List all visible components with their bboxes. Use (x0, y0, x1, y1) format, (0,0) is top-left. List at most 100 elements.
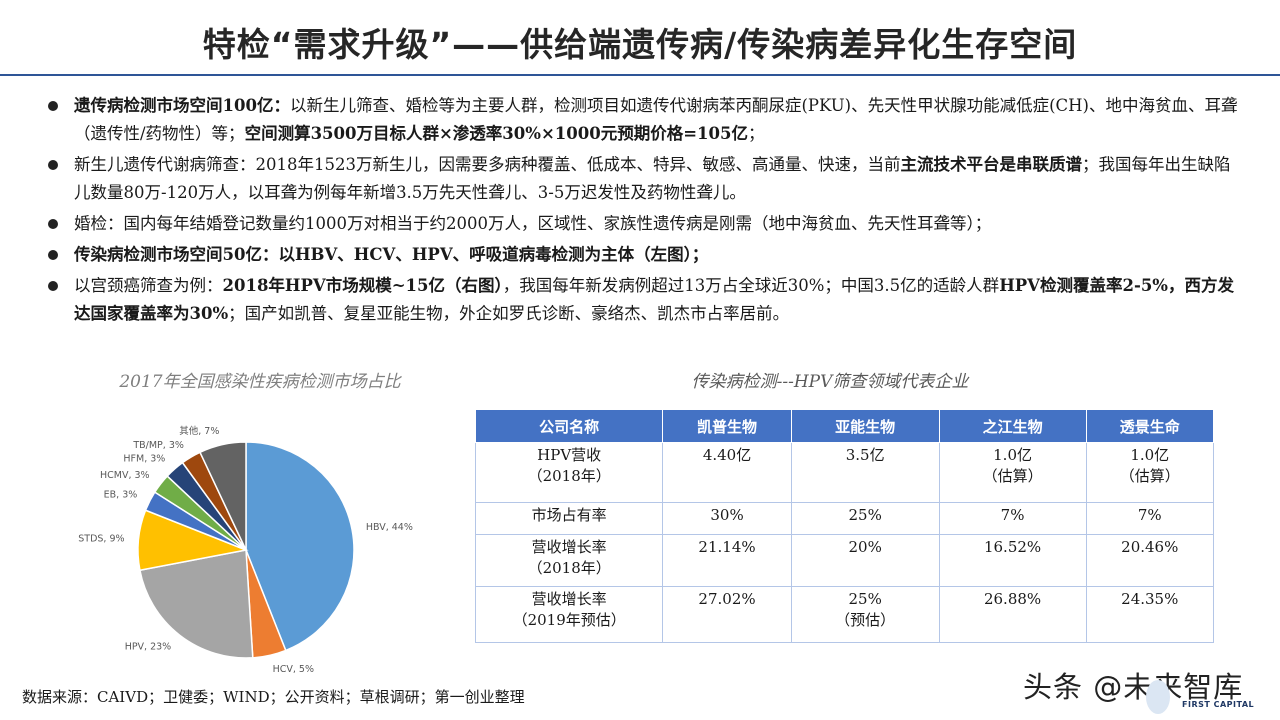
bullet-text: ；我国每年出生缺陷儿数量80万-120万人，以耳聋为例每年新增3.5万先天性聋儿… (74, 155, 1231, 202)
pie-label: HPV, 23% (125, 641, 172, 652)
pie-label: 其他, 7% (179, 425, 219, 437)
bullet-item: 以宫颈癌筛查为例：2018年HPV市场规模~15亿（右图），我国每年新发病例超过… (44, 272, 1240, 328)
bullet-text: 2018年HPV市场规模~15亿（右图） (222, 276, 503, 295)
pie-label: HCV, 5% (273, 664, 314, 675)
table-row: HPV营收 （2018年） 4.40亿 3.5亿 1.0亿 （估算） 1.0亿 （估算） (474, 442, 1215, 503)
table-cell-line: 27.02% (698, 590, 756, 608)
bullet-text: 新生儿遗传代谢病筛查：2018年1523万新生儿，因需要多病种覆盖、低成本、特异… (74, 155, 901, 174)
table-cell: 26.88% (938, 586, 1087, 643)
table-cell-line: （2019年预估） (512, 611, 626, 629)
table-cell-line: （预估） (835, 611, 896, 629)
table-cell-line: 30% (710, 506, 744, 524)
table-header-cell: 亚能生物 (790, 409, 940, 443)
pie-label: STDS, 9% (78, 534, 124, 545)
table-cell: 营收增长率 （2019年预估） (474, 586, 664, 643)
table-cell-line: 7% (1137, 506, 1162, 524)
table-header-cell: 公司名称 (474, 409, 664, 443)
first-capital-logo-icon (1146, 680, 1170, 714)
table-cell: 市场占有率 (474, 502, 664, 535)
table-cell-line: 21.14% (698, 538, 756, 556)
table-row: 市场占有率 30% 25% 7% 7% (474, 502, 1215, 535)
bullet-item: 新生儿遗传代谢病筛查：2018年1523万新生儿，因需要多病种覆盖、低成本、特异… (44, 151, 1240, 207)
table-cell-line: HPV营收 (537, 446, 602, 464)
table-header-cell: 透景生命 (1085, 409, 1215, 443)
pie-chart: HBV, 44% HCV, 5% HPV, 23% STDS, 9% EB, 3% HCM… (78, 425, 413, 675)
bullet-list: 遗传病检测市场空间100亿：以新生儿筛查、婚检等为主要人群，检测项目如遗传代谢病… (44, 92, 1240, 331)
table-header-cell: 之江生物 (938, 409, 1087, 443)
table-cell-line: （2018年） (527, 467, 611, 485)
table-cell: HPV营收 （2018年） (474, 442, 664, 503)
table-title: 传染病检测---HPV筛查领域代表企业 (691, 372, 969, 392)
bullet-item: 遗传病检测市场空间100亿：以新生儿筛查、婚检等为主要人群，检测项目如遗传代谢病… (44, 92, 1240, 148)
title-divider (0, 74, 1280, 76)
table-cell: 27.02% (662, 586, 792, 643)
table-cell: 21.14% (662, 534, 792, 587)
table-cell-line: 营收增长率 (531, 538, 607, 556)
table-cell: 4.40亿 (662, 442, 792, 503)
bullet-text: 遗传病检测市场空间100亿： (74, 96, 290, 115)
bullet-text: ；国产如凯普、复星亚能生物，外企如罗氏诊断、豪络杰、凯杰市占率居前。 (228, 304, 790, 323)
table-cell-line: 16.52% (983, 538, 1042, 556)
watermark: 头条 @未来智库 (1023, 670, 1244, 704)
bullet-dot-icon (48, 281, 58, 291)
pie-label: EB, 3% (104, 490, 138, 501)
table-cell-line: （2018年） (527, 559, 611, 577)
bullet-text: 传染病检测市场空间50亿：以HBV、HCV、HPV、呼吸道病毒检测为主体（左图）… (74, 245, 709, 264)
bullet-text: ，我国每年新发病例超过13万占全球近30%；中国3.5亿的适龄人群 (502, 276, 1000, 295)
table-cell-line: 1.0亿 (1130, 446, 1170, 464)
pie-label: HCMV, 3% (100, 470, 150, 481)
table-cell-line: 25% (848, 506, 882, 524)
table-cell-line: 20.46% (1121, 538, 1179, 556)
table-cell-line: 营收增长率 (531, 590, 607, 608)
table-header-row: 公司名称 凯普生物 亚能生物 之江生物 透景生命 (474, 409, 1215, 443)
table-cell-line: 市场占有率 (531, 506, 607, 524)
bullet-text: 以新生儿筛查、婚检等为主要人群，检测项目如遗传代谢病苯丙酮尿症(PKU)、先天性… (74, 96, 1238, 143)
pie-chart-title: 2017年全国感染性疾病检测市场占比 (119, 372, 401, 392)
bullet-text: 以宫颈癌筛查为例： (74, 276, 223, 295)
table-cell-line: 26.88% (983, 590, 1042, 608)
bullet-dot-icon (48, 101, 58, 111)
table-cell: 1.0亿 （估算） (1085, 442, 1215, 503)
bullet-text: HPV检测覆盖率2-5%，西方发达国家覆盖率为30% (74, 276, 1234, 323)
pie-label: HBV, 44% (366, 522, 413, 533)
table-cell: 16.52% (938, 534, 1087, 587)
table-cell: 7% (1085, 502, 1215, 535)
table-cell-line: 24.35% (1121, 590, 1179, 608)
table-cell: 营收增长率 （2018年） (474, 534, 664, 587)
table-cell: 30% (662, 502, 792, 535)
table-cell: 1.0亿 （估算） (938, 442, 1087, 503)
bullet-item: 传染病检测市场空间50亿：以HBV、HCV、HPV、呼吸道病毒检测为主体（左图）… (44, 241, 1240, 269)
logo-text: FIRST CAPITAL (1182, 700, 1255, 709)
table-cell-line: 25% (848, 590, 882, 608)
bullet-dot-icon (48, 219, 58, 229)
table-cell: 3.5亿 (790, 442, 940, 503)
bullet-item: 婚检：国内每年结婚登记数量约1000万对相当于约2000万人，区域性、家族性遗传… (44, 210, 1240, 238)
pie-label: TB/MP, 3% (132, 440, 184, 451)
table-cell-line: （估算） (982, 467, 1043, 485)
hpv-companies-table: 公司名称 凯普生物 亚能生物 之江生物 透景生命 HPV营收 （2018年） 4.40亿 3.… (474, 409, 1215, 643)
pie-slice-hbv (245, 441, 355, 652)
title-bar: 特检“需求升级”——供给端遗传病/传染病差异化生存空间 (0, 0, 1280, 76)
bullet-text: 空间测算3500万目标人群×渗透率30%×1000元预期价格=105亿 (244, 124, 748, 143)
table-cell: 20.46% (1085, 534, 1215, 587)
bullet-text: 主流技术平台是串联质谱 (900, 155, 1082, 174)
table-cell: 25% (790, 502, 940, 535)
pie-slice-hpv (139, 549, 254, 659)
pie-label: HFM, 3% (123, 453, 165, 464)
table-cell-line: （估算） (1119, 467, 1180, 485)
pie-slice-- (199, 441, 247, 551)
table-cell: 20% (790, 534, 940, 587)
slide-title: 特检“需求升级”——供给端遗传病/传染病差异化生存空间 (202, 25, 1078, 64)
data-source-note: 数据来源：CAIVD；卫健委；WIND；公开资料；草根调研；第一创业整理 (22, 688, 525, 706)
table-row: 营收增长率 （2018年） 21.14% 20% 16.52% 20.46% (474, 534, 1215, 587)
table-cell-line: 7% (1000, 506, 1025, 524)
bullet-dot-icon (48, 160, 58, 170)
table-header-cell: 凯普生物 (662, 409, 792, 443)
table-cell: 25% （预估） (790, 586, 940, 643)
table-cell: 7% (938, 502, 1087, 535)
table-cell-line: 3.5亿 (845, 446, 885, 464)
table-cell-line: 4.40亿 (702, 446, 752, 464)
bullet-text: 婚检：国内每年结婚登记数量约1000万对相当于约2000万人，区域性、家族性遗传… (74, 214, 992, 233)
table-cell-line: 20% (848, 538, 882, 556)
bullet-dot-icon (48, 250, 58, 260)
